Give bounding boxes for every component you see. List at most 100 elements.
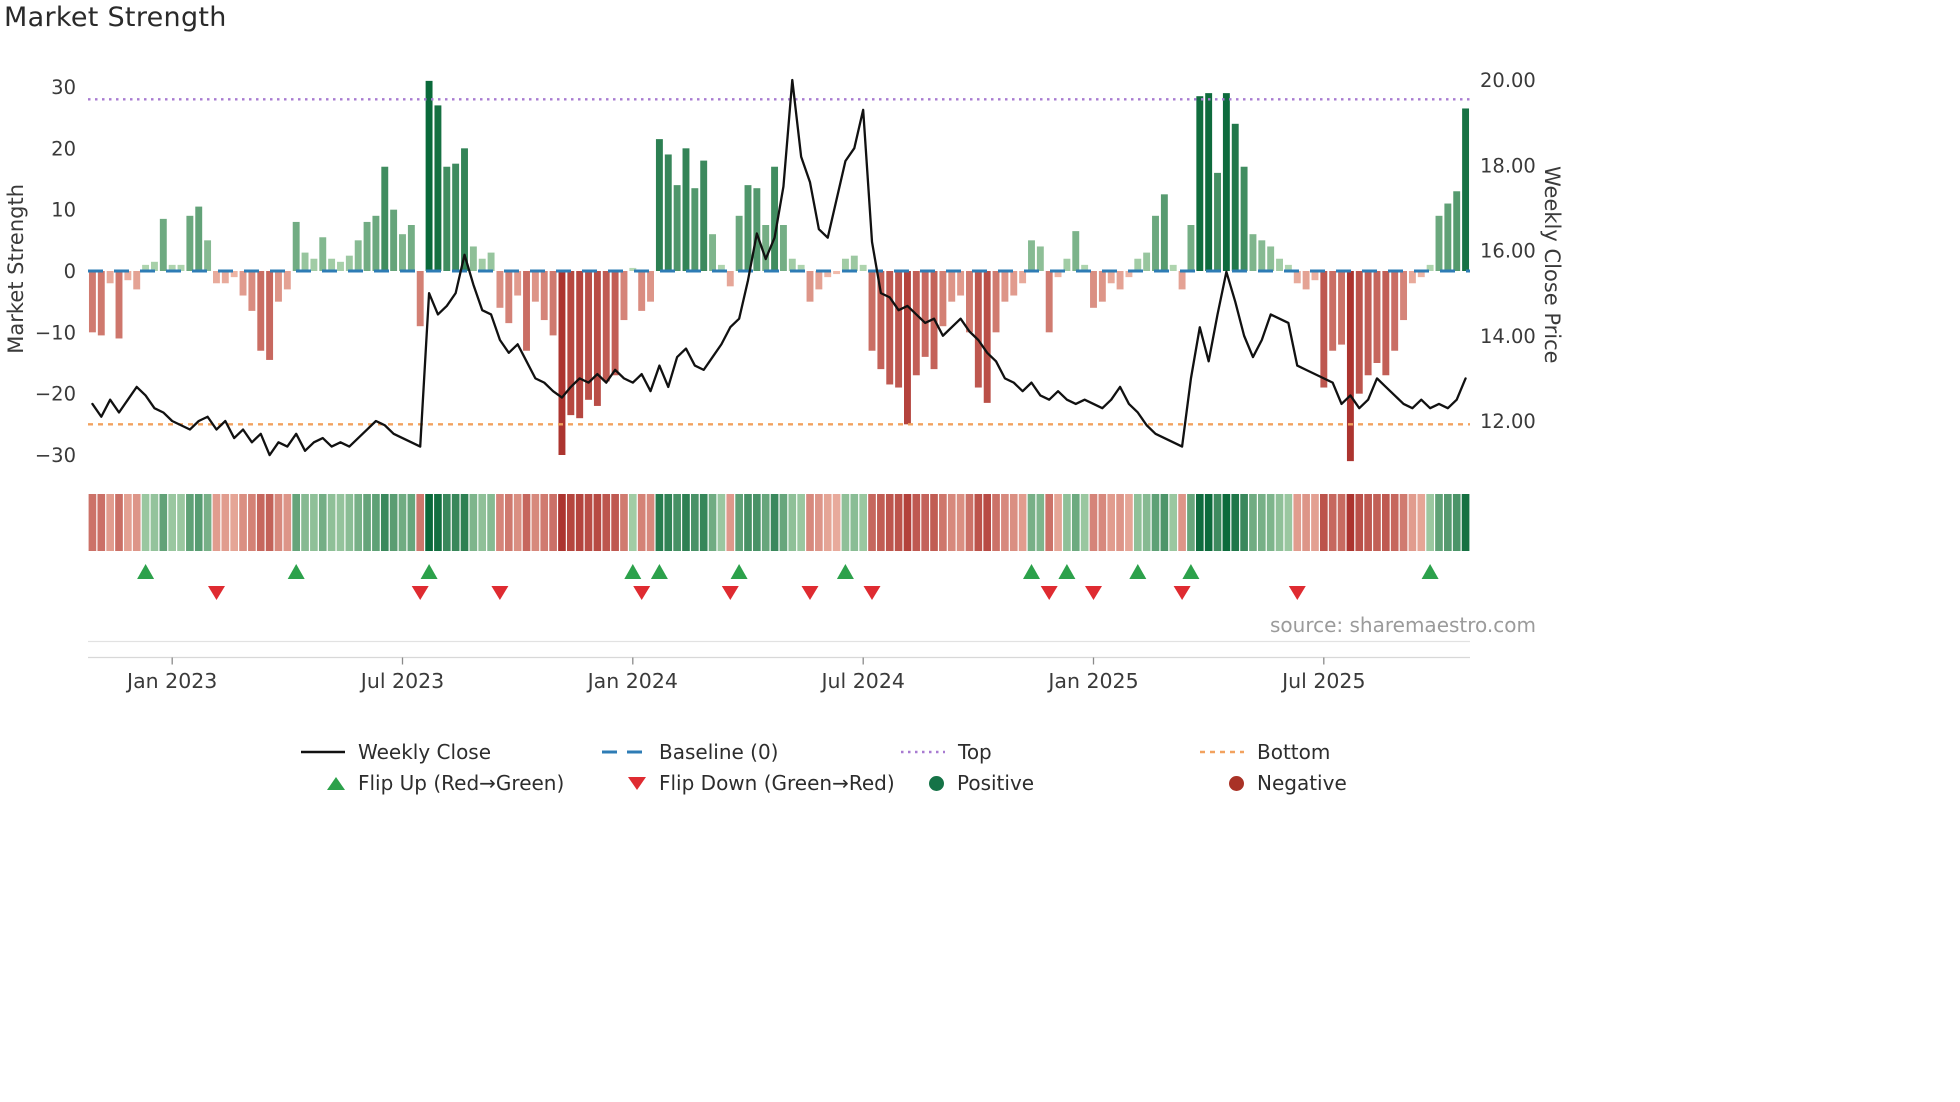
strength-bar bbox=[974, 271, 982, 388]
flip-up-marker bbox=[1421, 564, 1439, 579]
heatmap-cell bbox=[1222, 494, 1231, 551]
heatmap-cell bbox=[292, 494, 301, 551]
strength-bar bbox=[877, 271, 885, 370]
strength-bar bbox=[540, 271, 548, 321]
heatmap-cell bbox=[274, 494, 283, 551]
legend-item-weekly-close: Weekly Close bbox=[300, 739, 491, 765]
strength-bar bbox=[505, 271, 513, 324]
heatmap-cell bbox=[611, 494, 619, 551]
strength-bar bbox=[585, 271, 592, 400]
strength-bar bbox=[390, 209, 398, 271]
strength-bar bbox=[150, 261, 158, 271]
strength-bar bbox=[992, 271, 1000, 333]
heatmap-cell bbox=[1249, 494, 1257, 551]
heatmap-cell bbox=[797, 494, 805, 551]
heatmap-cell bbox=[1355, 494, 1364, 551]
heatmap-cell bbox=[682, 494, 690, 551]
heatmap-cell bbox=[1328, 494, 1337, 551]
top-line-swatch bbox=[900, 748, 946, 756]
strength-bar bbox=[1293, 271, 1301, 284]
strength-bar bbox=[1063, 258, 1071, 271]
heatmap-cell bbox=[1346, 494, 1355, 551]
heatmap-cell bbox=[894, 494, 903, 551]
heatmap-cell bbox=[1027, 494, 1036, 551]
strength-bar bbox=[1320, 271, 1328, 388]
flip-up-marker bbox=[1182, 564, 1200, 579]
strength-bar bbox=[983, 271, 991, 403]
heatmap-cell bbox=[1426, 494, 1434, 551]
right-y-tick-label: 18.00 bbox=[1480, 154, 1536, 177]
heatmap-cell bbox=[1125, 494, 1133, 551]
strength-bar bbox=[576, 271, 584, 419]
strength-bar bbox=[1258, 240, 1266, 271]
heatmap-cell bbox=[566, 494, 575, 551]
strength-bar bbox=[815, 271, 823, 290]
heatmap-cell bbox=[522, 494, 531, 551]
strength-bar bbox=[735, 215, 743, 271]
flip-down-marker bbox=[491, 586, 509, 600]
strength-bar bbox=[833, 271, 841, 275]
flip-down-marker bbox=[863, 586, 881, 600]
strength-bar bbox=[1435, 215, 1443, 271]
heatmap-cell bbox=[885, 494, 894, 551]
x-axis-tick-label: Jan 2025 bbox=[1046, 669, 1138, 693]
heatmap-cell bbox=[1337, 494, 1346, 551]
strength-bar bbox=[1214, 172, 1221, 271]
flip-up-marker bbox=[287, 564, 305, 579]
strength-bar bbox=[620, 271, 628, 321]
strength-bar bbox=[407, 225, 415, 271]
heatmap-cell bbox=[398, 494, 407, 551]
strength-bar bbox=[221, 271, 229, 284]
left-y-tick-label: 10 bbox=[51, 199, 76, 222]
heatmap-cell bbox=[336, 494, 345, 551]
strength-bar bbox=[1338, 271, 1345, 345]
heatmap-cell bbox=[1399, 494, 1408, 551]
strength-bar bbox=[159, 218, 167, 271]
strength-bar bbox=[673, 185, 681, 271]
heatmap-cell bbox=[691, 494, 699, 551]
flip-up-marker bbox=[836, 564, 854, 579]
heatmap-cell bbox=[974, 494, 983, 551]
strength-bar bbox=[762, 225, 770, 271]
strength-bar bbox=[593, 271, 601, 406]
legend-item-baseline: Baseline (0) bbox=[601, 739, 778, 765]
heatmap-cell bbox=[425, 494, 433, 551]
strength-bar bbox=[850, 255, 858, 271]
strength-bar bbox=[806, 271, 814, 302]
strength-bar bbox=[354, 240, 362, 271]
x-axis-tick-label: Jul 2024 bbox=[819, 669, 904, 693]
legend-item-positive: Positive bbox=[928, 770, 1034, 796]
strength-bar bbox=[1329, 271, 1337, 351]
legend-label-bottom: Bottom bbox=[1257, 740, 1331, 764]
flip-down-triangle-icon bbox=[627, 775, 647, 791]
flip-up-marker bbox=[137, 564, 155, 579]
heatmap-cell bbox=[983, 494, 992, 551]
legend-label-weekly-close: Weekly Close bbox=[358, 740, 492, 764]
legend-label-baseline: Baseline (0) bbox=[659, 740, 779, 764]
heatmap-cell bbox=[815, 494, 823, 551]
strength-bar bbox=[195, 206, 203, 271]
strength-bar bbox=[886, 271, 894, 385]
heatmap-cell bbox=[708, 494, 717, 551]
heatmap-cell bbox=[1089, 494, 1098, 551]
strength-bar bbox=[372, 215, 380, 271]
strength-bar bbox=[257, 271, 265, 351]
heatmap-cell bbox=[1142, 494, 1151, 551]
heatmap-cell bbox=[947, 494, 956, 551]
heatmap-cell bbox=[124, 494, 132, 551]
heatmap-cell bbox=[1266, 494, 1275, 551]
heatmap-cell bbox=[956, 494, 965, 551]
strength-bar bbox=[921, 271, 929, 357]
strength-bar bbox=[717, 264, 725, 271]
heatmap-cell bbox=[584, 494, 593, 551]
strength-bar bbox=[248, 271, 256, 311]
strength-bar bbox=[797, 264, 805, 271]
strength-bar bbox=[1187, 225, 1195, 271]
strength-bar bbox=[239, 271, 247, 296]
heatmap-cell bbox=[177, 494, 185, 551]
heatmap-cell bbox=[389, 494, 398, 551]
heatmap-cell bbox=[779, 494, 788, 551]
strength-bar bbox=[1107, 271, 1115, 284]
heatmap-cell bbox=[877, 494, 885, 551]
strength-bar bbox=[204, 240, 212, 271]
